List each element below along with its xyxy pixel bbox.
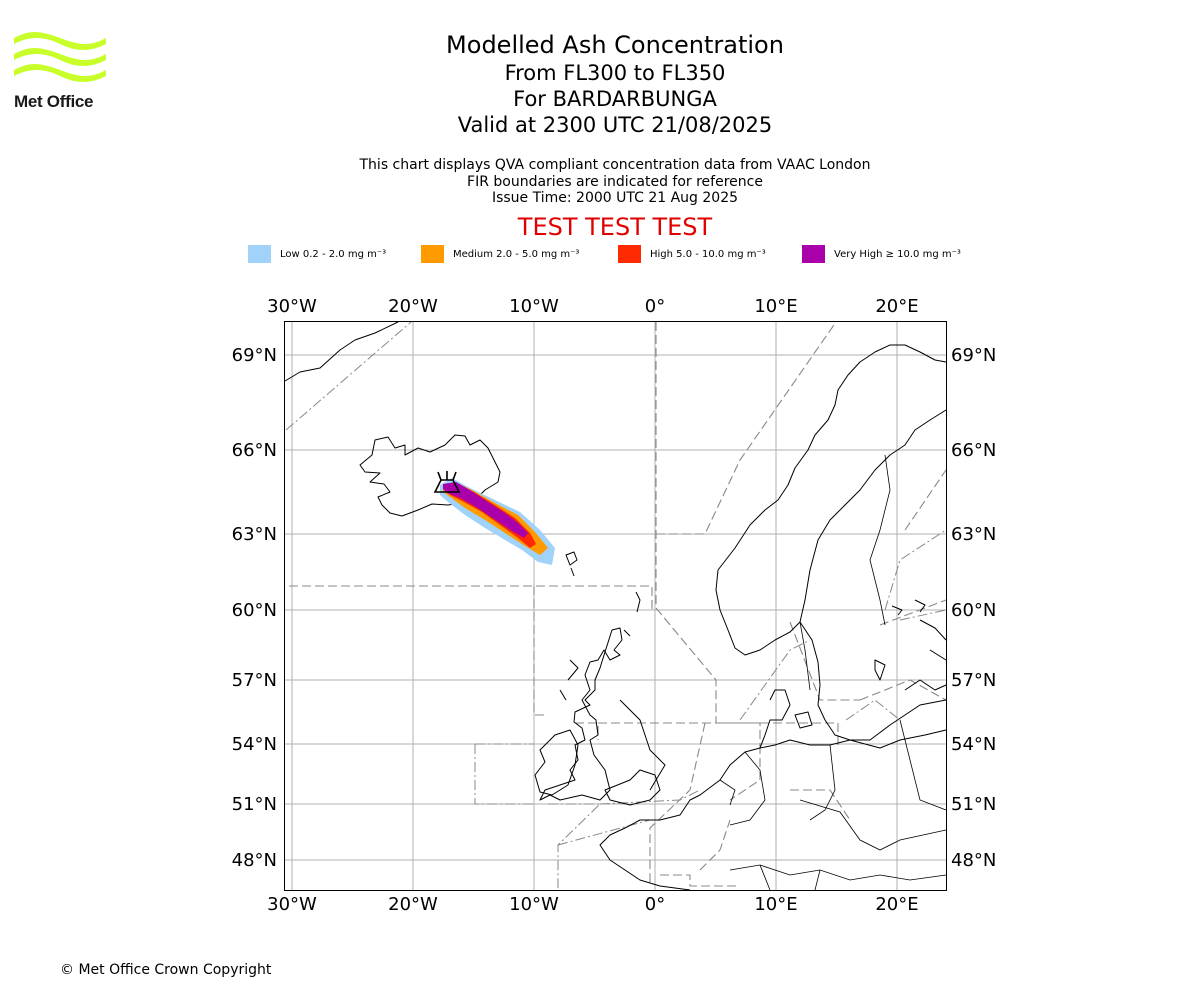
lon-tick-top-0: 0° xyxy=(645,296,665,317)
title-block: Modelled Ash Concentration From FL300 to… xyxy=(0,30,1200,138)
fir-boundaries xyxy=(289,321,947,887)
legend-swatch-medium xyxy=(421,245,444,263)
lon-tick-bottom-10e: 10°E xyxy=(754,894,797,915)
legend-label-very-high: Very High ≥ 10.0 mg m⁻³ xyxy=(834,248,961,260)
legend-label-medium: Medium 2.0 - 5.0 mg m⁻³ xyxy=(453,248,580,260)
lon-tick-top-10w: 10°W xyxy=(509,296,559,317)
ash-very-high xyxy=(443,482,528,538)
lat-tick-right-54n: 54°N xyxy=(951,734,996,755)
met-office-logo: Met Office xyxy=(14,30,106,112)
subtitle-line-3: Issue Time: 2000 UTC 21 Aug 2025 xyxy=(491,190,739,206)
lon-tick-top-20e: 20°E xyxy=(875,296,918,317)
ash-plume xyxy=(440,478,555,565)
lat-ticks-right: 69°N 66°N 63°N 60°N 57°N 54°N 51°N 48°N xyxy=(951,345,996,871)
lon-tick-bottom-20e: 20°E xyxy=(875,894,918,915)
legend-item-low: Low 0.2 - 2.0 mg m⁻³ xyxy=(248,244,386,264)
legend-label-high: High 5.0 - 10.0 mg m⁻³ xyxy=(650,248,766,260)
lat-tick-left-48n: 48°N xyxy=(232,850,277,871)
lat-tick-left-60n: 60°N xyxy=(232,600,277,621)
lat-ticks-left: 69°N 66°N 63°N 60°N 57°N 54°N 51°N 48°N xyxy=(232,345,277,871)
lat-tick-right-60n: 60°N xyxy=(951,600,996,621)
lon-tick-top-30w: 30°W xyxy=(267,296,317,317)
lat-tick-left-63n: 63°N xyxy=(232,524,277,545)
chart-title: Modelled Ash Concentration xyxy=(446,31,784,59)
legend-item-medium: Medium 2.0 - 5.0 mg m⁻³ xyxy=(421,244,579,264)
subtitle-line-2: FIR boundaries are indicated for referen… xyxy=(467,173,763,190)
lat-tick-left-69n: 69°N xyxy=(232,345,277,366)
lat-tick-left-66n: 66°N xyxy=(232,440,277,461)
legend-swatch-high xyxy=(618,245,641,263)
legend-item-very-high: Very High ≥ 10.0 mg m⁻³ xyxy=(802,244,961,264)
subtitle-line-1: This chart displays QVA compliant concen… xyxy=(359,157,871,173)
logo-wordmark: Met Office xyxy=(14,92,94,111)
lon-tick-bottom-20w: 20°W xyxy=(388,894,438,915)
country-borders xyxy=(719,454,947,891)
lon-tick-top-10e: 10°E xyxy=(754,296,797,317)
lon-ticks-bottom: 30°W 20°W 10°W 0° 10°E 20°E xyxy=(267,894,918,915)
lon-tick-bottom-0: 0° xyxy=(645,894,665,915)
lat-tick-right-51n: 51°N xyxy=(951,794,996,815)
subtitle-block: This chart displays QVA compliant concen… xyxy=(0,157,1200,207)
lat-tick-right-63n: 63°N xyxy=(951,524,996,545)
copyright: © Met Office Crown Copyright xyxy=(60,962,272,978)
volcano-name: For BARDARBUNGA xyxy=(513,87,717,111)
lat-tick-left-57n: 57°N xyxy=(232,670,277,691)
test-banner: TEST TEST TEST xyxy=(517,213,713,241)
lat-tick-right-48n: 48°N xyxy=(951,850,996,871)
map-gridlines xyxy=(285,322,946,890)
coastlines xyxy=(284,321,947,891)
valid-time: Valid at 2300 UTC 21/08/2025 xyxy=(457,113,773,137)
lat-tick-right-57n: 57°N xyxy=(951,670,996,691)
flight-levels: From FL300 to FL350 xyxy=(504,61,726,85)
lon-tick-bottom-10w: 10°W xyxy=(509,894,559,915)
lon-tick-top-20w: 20°W xyxy=(388,296,438,317)
lat-tick-right-66n: 66°N xyxy=(951,440,996,461)
map-frame xyxy=(284,321,947,891)
logo-waves-icon xyxy=(14,32,106,82)
legend-label-low: Low 0.2 - 2.0 mg m⁻³ xyxy=(280,248,387,260)
lon-ticks-top: 30°W 20°W 10°W 0° 10°E 20°E xyxy=(267,296,918,317)
legend: Low 0.2 - 2.0 mg m⁻³ Medium 2.0 - 5.0 mg… xyxy=(0,244,1200,264)
volcano-icon xyxy=(433,471,461,493)
lat-tick-left-51n: 51°N xyxy=(232,794,277,815)
lon-tick-bottom-30w: 30°W xyxy=(267,894,317,915)
legend-swatch-low xyxy=(248,245,271,263)
lat-tick-left-54n: 54°N xyxy=(232,734,277,755)
legend-swatch-very-high xyxy=(802,245,825,263)
lat-tick-right-69n: 69°N xyxy=(951,345,996,366)
fir-boundaries-dashdot xyxy=(285,321,947,890)
legend-item-high: High 5.0 - 10.0 mg m⁻³ xyxy=(618,244,766,264)
